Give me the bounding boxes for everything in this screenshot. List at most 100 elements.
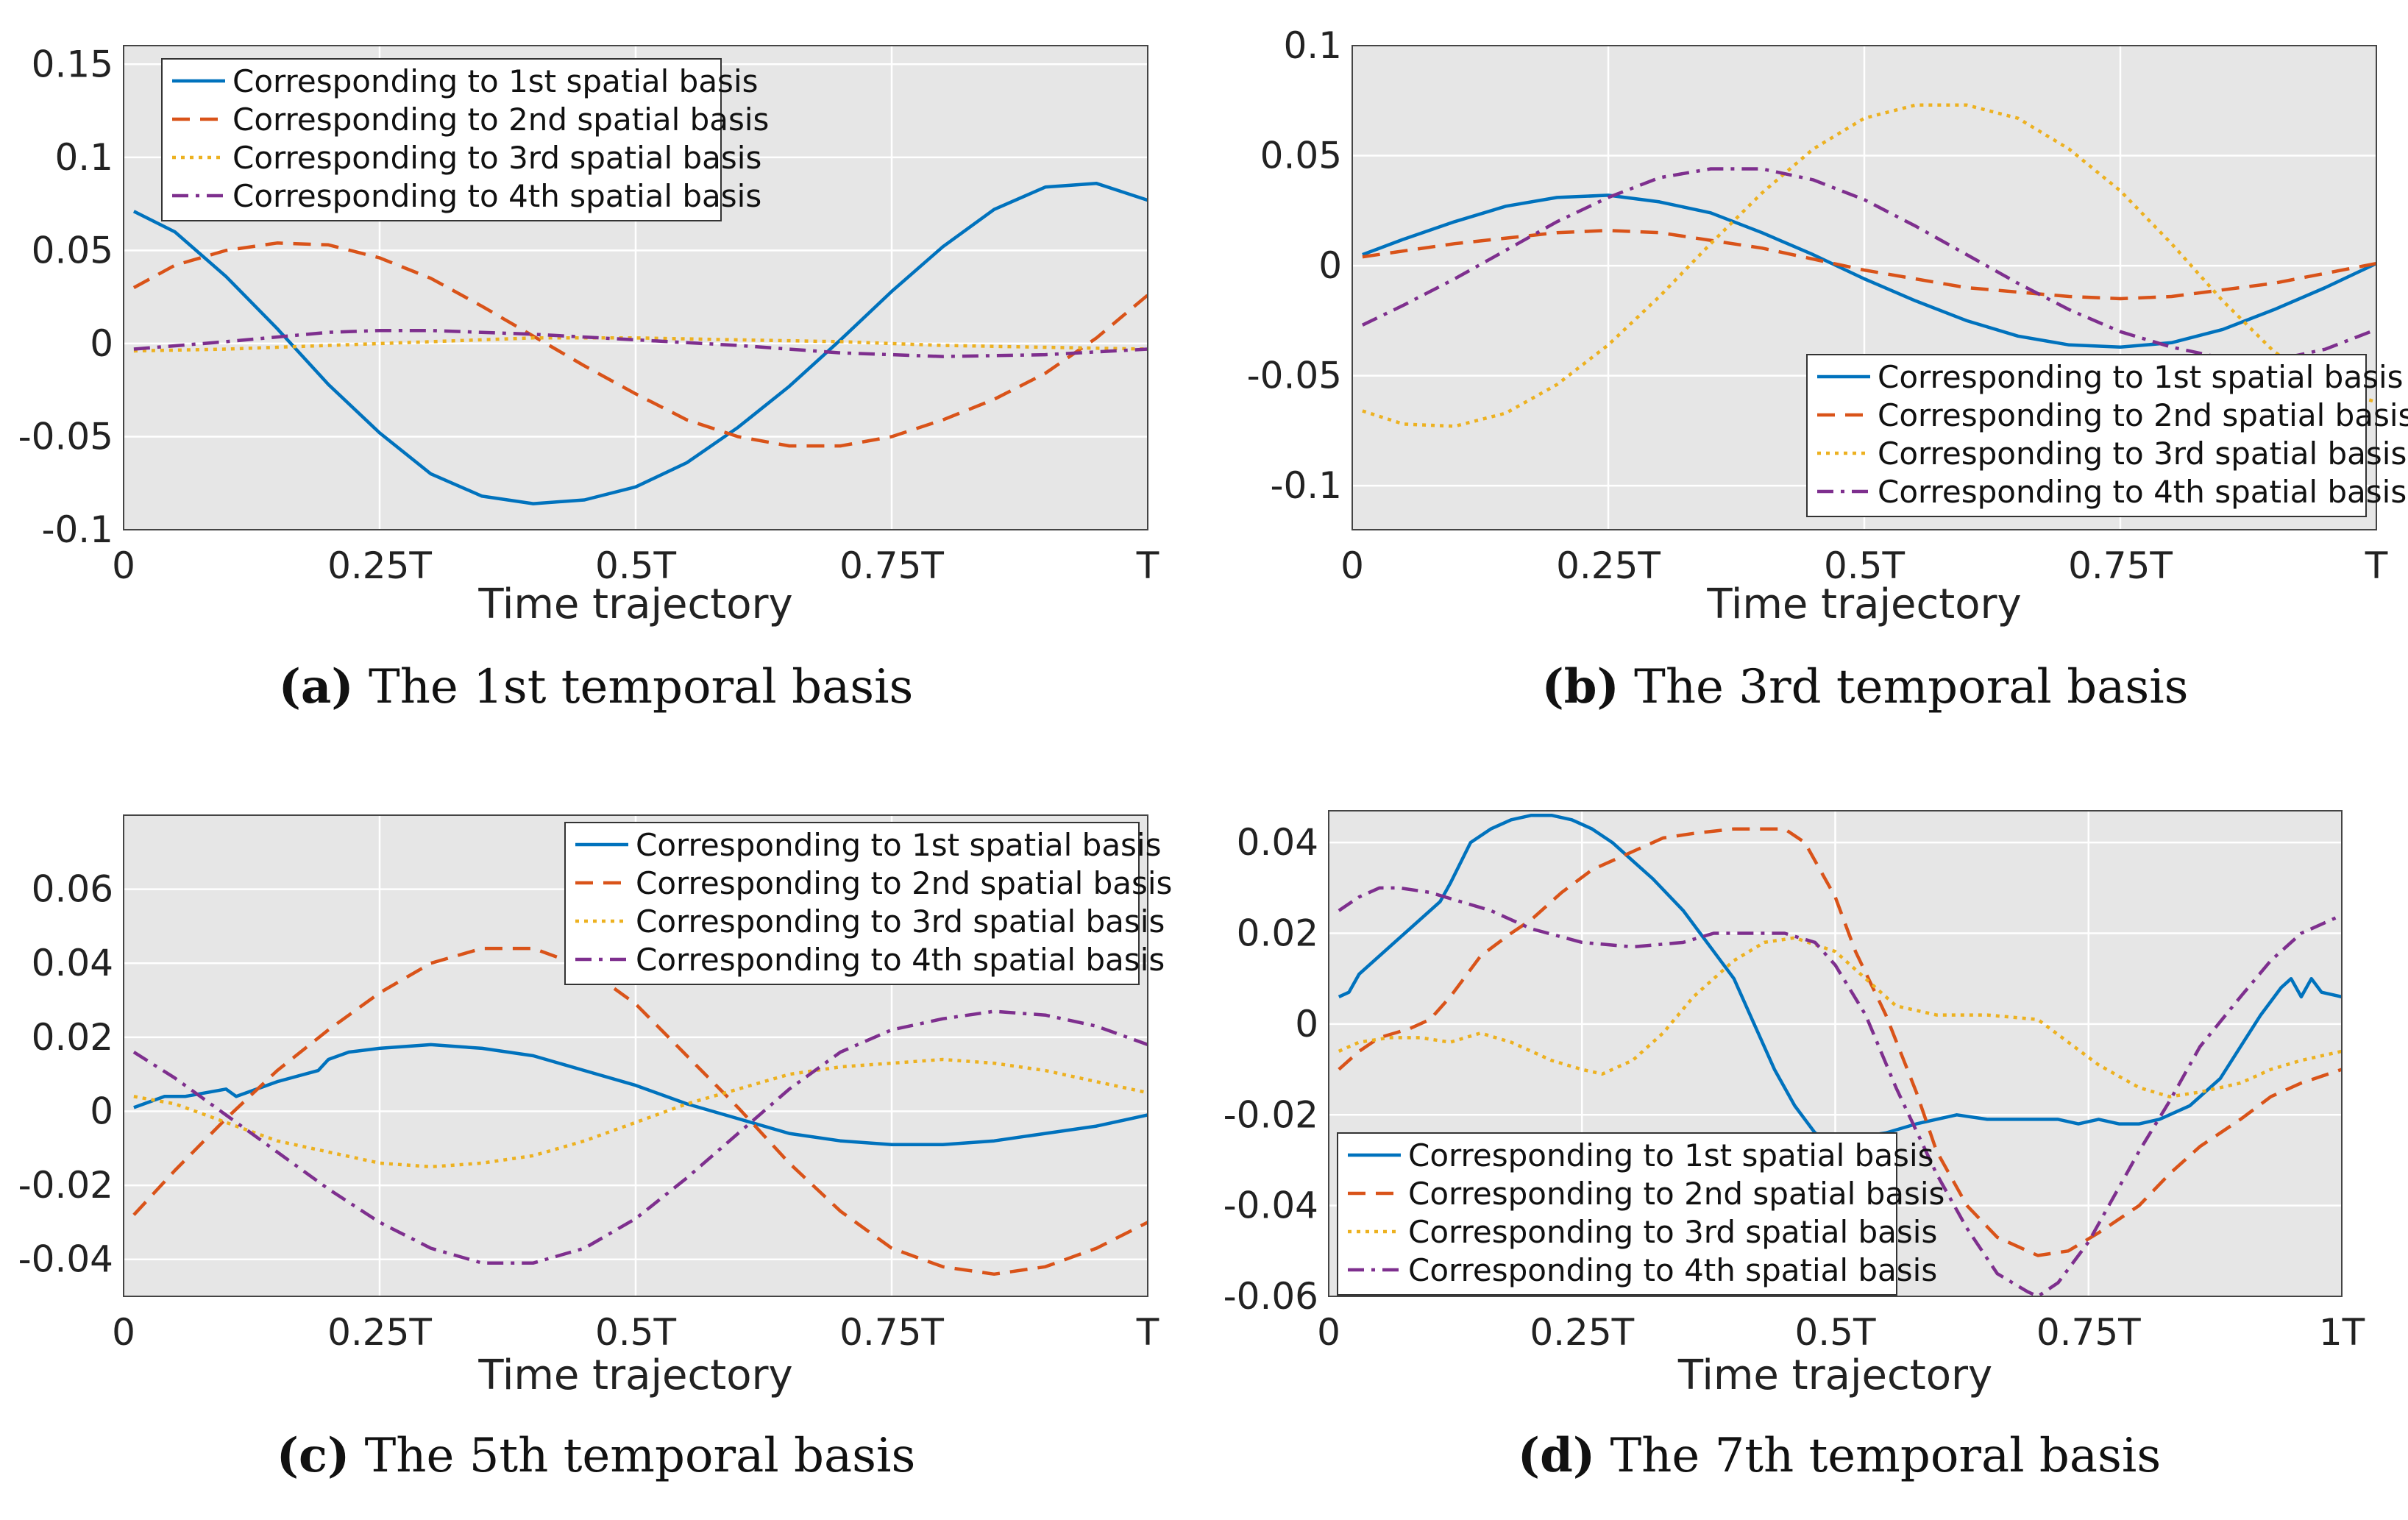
x-tick-label: 0.25T xyxy=(327,544,432,587)
caption-tag: (c) xyxy=(277,1428,350,1483)
legend-label: Corresponding to 3rd spatial basis xyxy=(1878,436,2407,472)
y-tick-label: -0.04 xyxy=(18,1238,113,1281)
series-line-2 xyxy=(132,241,1148,448)
legend-label: Corresponding to 3rd spatial basis xyxy=(1408,1214,1937,1250)
series-line-4 xyxy=(133,328,1148,358)
legend-label: Corresponding to 1st spatial basis xyxy=(232,63,759,99)
y-tick-label: -0.1 xyxy=(1270,464,1342,507)
series-line-1 xyxy=(1362,193,2376,349)
x-axis-label: Time trajectory xyxy=(477,580,792,628)
caption-text: The 5th temporal basis xyxy=(365,1429,916,1483)
panel-caption: (a) The 1st temporal basis xyxy=(279,659,914,714)
plot-border xyxy=(1352,45,2377,530)
plot-border xyxy=(123,814,1148,1297)
y-tick-label: -0.02 xyxy=(1223,1093,1318,1136)
panel-caption: (c) The 5th temporal basis xyxy=(277,1428,916,1483)
legend-label: Corresponding to 2nd spatial basis xyxy=(232,102,769,138)
caption-text: The 3rd temporal basis xyxy=(1634,660,2188,714)
x-tick-label: 0.5T xyxy=(1824,544,1906,587)
legend-label: Corresponding to 3rd spatial basis xyxy=(232,140,761,176)
series-line-4 xyxy=(1361,167,2376,362)
caption-tag: (d) xyxy=(1518,1428,1595,1483)
panel-caption: (d) The 7th temporal basis xyxy=(1518,1428,2161,1483)
legend-label: Corresponding to 4th spatial basis xyxy=(636,942,1165,978)
legend-label: Corresponding to 1st spatial basis xyxy=(1878,359,2404,395)
legend: Corresponding to 1st spatial basisCorres… xyxy=(1337,1132,1944,1296)
legend: Corresponding to 1st spatial basisCorres… xyxy=(564,822,1172,985)
x-tick-label: 0.75T xyxy=(839,544,944,587)
x-tick-label: 0.5T xyxy=(595,1311,677,1354)
x-axis-label: Time trajectory xyxy=(1677,1352,1992,1399)
series-line-1 xyxy=(133,1043,1148,1146)
legend-label: Corresponding to 3rd spatial basis xyxy=(636,903,1165,940)
plot-border xyxy=(1328,810,2343,1297)
plot-border xyxy=(123,45,1148,530)
y-tick-label: -0.04 xyxy=(1223,1185,1318,1227)
x-tick-label: 0.75T xyxy=(2036,1311,2141,1354)
series-line-2 xyxy=(132,946,1148,1276)
x-axis-label: Time trajectory xyxy=(1706,580,2021,628)
y-tick-label: 0 xyxy=(90,1090,113,1132)
caption-space xyxy=(349,1429,364,1483)
caption-tag: (a) xyxy=(279,659,354,714)
caption-text: The 7th temporal basis xyxy=(1610,1429,2161,1483)
legend-label: Corresponding to 4th spatial basis xyxy=(1878,474,2407,510)
series-line-4 xyxy=(132,1009,1148,1265)
caption-space xyxy=(1595,1429,1610,1483)
legend-label: Corresponding to 1st spatial basis xyxy=(1408,1137,1934,1173)
y-tick-label: -0.05 xyxy=(18,415,113,458)
caption-text: The 1st temporal basis xyxy=(369,660,913,714)
x-tick-label: 0.25T xyxy=(1530,1311,1634,1354)
y-tick-label: 0 xyxy=(1318,244,1342,287)
x-axis-label: Time trajectory xyxy=(477,1352,792,1399)
x-tick-label: 0 xyxy=(112,1311,135,1354)
chart-panel-c: 0 0.25T 0.5T 0.75T T -0.04 -0.02 0 0.02 0.04 0.06 T… xyxy=(18,814,1172,1483)
y-tick-label: 0.05 xyxy=(1260,135,1342,177)
x-tick-label: 0.75T xyxy=(2068,544,2173,587)
x-tick-label: T xyxy=(2365,544,2388,587)
legend-label: Corresponding to 4th spatial basis xyxy=(1408,1252,1937,1288)
x-tick-label: T xyxy=(1136,1311,1159,1354)
legend-label: Corresponding to 2nd spatial basis xyxy=(1408,1176,1944,1212)
y-tick-label: 0.15 xyxy=(32,43,113,85)
y-tick-label: 0.04 xyxy=(32,942,113,984)
caption-space xyxy=(354,660,369,714)
series-line-4 xyxy=(1338,886,2342,1296)
y-tick-label: -0.1 xyxy=(41,508,113,551)
y-tick-label: 0.06 xyxy=(32,868,113,911)
chart-panel-d: 0 0.25T 0.5T 0.75T 1T -0.06 -0.04 -0.02 0 0.02 0.0… xyxy=(1223,810,2365,1483)
legend-label: Corresponding to 4th spatial basis xyxy=(232,178,761,214)
legend-box xyxy=(161,58,722,221)
chart-panel-a: 0 0.25T 0.5T 0.75T T -0.1 -0.05 0 0.05 0.1 0.15 Tim… xyxy=(18,43,1159,714)
y-tick-label: 0.1 xyxy=(1283,24,1342,67)
y-tick-label: 0.02 xyxy=(32,1016,113,1059)
y-tick-label: 0 xyxy=(90,322,113,365)
legend-label: Corresponding to 2nd spatial basis xyxy=(1878,397,2408,433)
series-line-2 xyxy=(1362,228,2376,301)
y-tick-label: 0.04 xyxy=(1237,821,1318,864)
series-line-3 xyxy=(1338,936,2342,1098)
y-tick-label: -0.05 xyxy=(1247,355,1342,397)
y-tick-label: -0.06 xyxy=(1223,1275,1318,1318)
y-tick-label: 0.05 xyxy=(32,229,113,271)
panel-caption: (b) The 3rd temporal basis xyxy=(1541,659,2188,714)
caption-space xyxy=(1619,660,1634,714)
x-tick-label: 0 xyxy=(1340,544,1364,587)
chart-panel-b: 0 0.25T 0.5T 0.75T T -0.1 -0.05 0 0.05 0.1 Time tr… xyxy=(1247,24,2408,714)
series-line-2 xyxy=(1338,827,2342,1257)
legend-box xyxy=(1337,1132,1897,1296)
x-tick-label: 1T xyxy=(2319,1311,2365,1354)
x-tick-label: 0.5T xyxy=(595,544,677,587)
y-tick-label: 0.1 xyxy=(54,136,113,179)
x-tick-label: 0 xyxy=(1317,1311,1340,1354)
legend-label: Corresponding to 2nd spatial basis xyxy=(636,865,1172,901)
y-tick-label: 0.02 xyxy=(1237,912,1318,955)
series-line-3 xyxy=(133,336,1148,353)
legend: Corresponding to 1st spatial basisCorres… xyxy=(1806,354,2408,517)
series-line-3 xyxy=(133,1057,1148,1169)
x-tick-label: 0.5T xyxy=(1794,1311,1876,1354)
x-tick-label: 0.75T xyxy=(839,1311,944,1354)
x-tick-label: 0.25T xyxy=(327,1311,432,1354)
legend-label: Corresponding to 1st spatial basis xyxy=(636,827,1162,863)
